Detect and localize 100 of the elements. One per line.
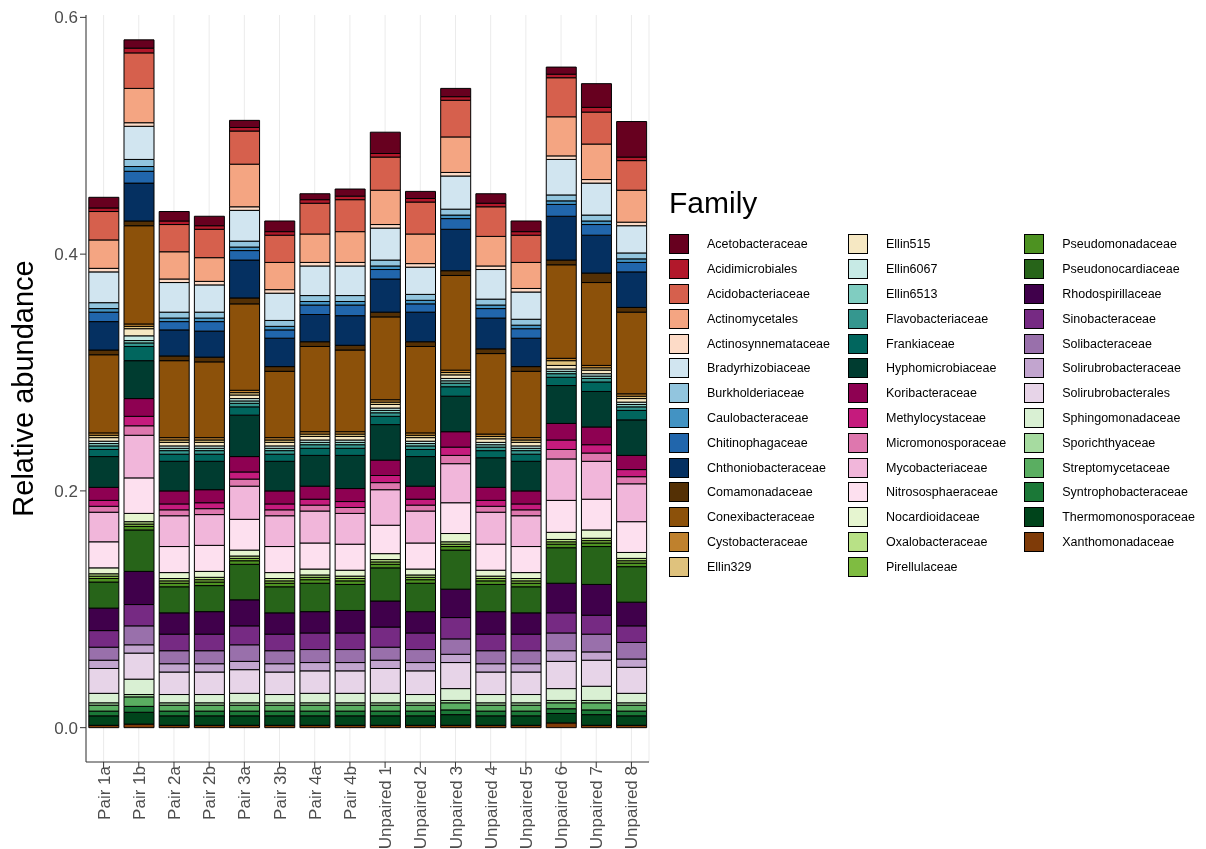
bar	[616, 311, 648, 395]
bar	[369, 131, 401, 155]
legend-label: Nocardioidaceae	[886, 510, 980, 525]
y-axis-title: Relative abundance	[7, 260, 40, 517]
legend-label: Thermomonosporaceae	[1062, 510, 1195, 525]
x-tick-label: Pair 2b	[200, 766, 220, 820]
x-tick-label: Pair 4b	[340, 766, 360, 820]
legend-label: Streptomycetaceae	[1062, 460, 1170, 475]
bar	[264, 370, 296, 439]
bar	[158, 715, 190, 726]
x-tick-label: Unpaired 3	[446, 766, 466, 849]
legend-label: Solibacteraceae	[1062, 336, 1152, 351]
bar	[545, 712, 577, 724]
bar	[475, 704, 507, 712]
bar	[510, 370, 542, 439]
legend-label: Nitrososphaeraceae	[886, 485, 998, 500]
bar	[334, 188, 366, 197]
bar	[545, 264, 577, 359]
y-tick-label: 0.0	[54, 718, 78, 738]
legend-label: Sinobacteraceae	[1062, 311, 1157, 326]
x-tick-label: Unpaired 8	[622, 766, 642, 849]
bar	[334, 435, 366, 441]
legend-label: Micromonosporaceae	[886, 435, 1007, 450]
bar	[510, 441, 542, 447]
legend-label: Sporichthyaceae	[1062, 435, 1156, 450]
legend-label: Caulobacteraceae	[707, 410, 809, 425]
legend-title: Family	[669, 186, 759, 220]
x-tick-label: Pair 1b	[129, 766, 149, 820]
legend-label: Ellin6067	[886, 262, 938, 277]
bar	[510, 220, 542, 233]
legend-label: Cystobacteraceae	[707, 534, 808, 549]
bar	[193, 361, 225, 439]
legend-label: Bradyrhizobiaceae	[707, 361, 811, 376]
bar	[405, 345, 436, 434]
bar	[580, 702, 612, 711]
bar	[299, 193, 331, 201]
bar	[193, 715, 225, 726]
legend-label: Oxalobacteraceae	[886, 534, 988, 549]
bar	[580, 714, 612, 726]
bar	[510, 704, 542, 712]
legend-label: Pseudonocardiaceae	[1062, 262, 1180, 277]
x-tick-label: Unpaired 5	[516, 766, 536, 849]
bar	[475, 353, 507, 435]
bar	[299, 704, 331, 712]
legend-label: Solirubrobacteraceae	[1062, 361, 1182, 376]
bar	[440, 274, 472, 371]
x-tick-label: Unpaired 1	[376, 766, 396, 849]
bar	[334, 715, 366, 726]
legend-label: Xanthomonadaceae	[1062, 534, 1175, 549]
bar	[440, 87, 472, 98]
legend-label: Chthoniobacteraceae	[707, 460, 826, 475]
bar	[299, 345, 331, 433]
bar	[229, 119, 261, 128]
legend-label: Comamonadaceae	[707, 485, 813, 500]
x-tick-label: Unpaired 2	[411, 766, 431, 849]
bar	[510, 715, 542, 726]
y-tick-label: 0.6	[54, 8, 78, 28]
bar	[616, 121, 648, 158]
legend-label: Acetobacteraceae	[707, 237, 808, 252]
bar	[405, 190, 436, 199]
y-tick-label: 0.4	[54, 245, 78, 265]
legend-label: Burkholderiaceae	[707, 386, 805, 401]
bar	[88, 196, 120, 209]
x-tick-label: Unpaired 7	[587, 766, 607, 849]
bar	[405, 715, 436, 726]
legend-label: Ellin329	[707, 559, 752, 574]
y-tick-label: 0.2	[54, 481, 78, 501]
legend-label: Pirellulaceae	[886, 559, 958, 574]
x-tick-label: Pair 2a	[165, 765, 185, 820]
x-tick-label: Unpaired 6	[552, 766, 572, 849]
bar	[88, 354, 120, 434]
legend-label: Actinomycetales	[707, 311, 799, 326]
bar	[334, 704, 366, 712]
legend-label: Syntrophobacteraceae	[1062, 485, 1188, 500]
bar	[475, 715, 507, 726]
bar	[440, 714, 472, 726]
bar	[334, 349, 366, 433]
bar	[229, 303, 261, 391]
legend-label: Koribacteraceae	[886, 386, 978, 401]
legend-label: Acidimicrobiales	[707, 262, 798, 277]
bar	[475, 193, 507, 204]
legend-label: Flavobacteriaceae	[886, 311, 989, 326]
bar	[229, 715, 261, 726]
legend-label: Hyphomicrobiaceae	[886, 361, 997, 376]
bar	[264, 220, 296, 233]
legend-label: Frankiaceae	[886, 336, 955, 351]
legend-label: Acidobacteriaceae	[707, 286, 810, 301]
bar	[158, 211, 190, 222]
bar	[123, 225, 155, 325]
legend-label: Conexibacteraceae	[707, 510, 815, 525]
bar	[299, 435, 331, 441]
legend-label: Mycobacteriaceae	[886, 460, 988, 475]
legend-label: Ellin6513	[886, 286, 938, 301]
x-tick-label: Unpaired 4	[481, 766, 501, 849]
bar	[193, 215, 225, 227]
bar	[123, 328, 155, 337]
legend-label: Ellin515	[886, 237, 931, 252]
legend-label: Actinosynnemataceae	[707, 336, 830, 351]
bar	[440, 702, 472, 711]
legend-label: Methylocystaceae	[886, 410, 987, 425]
